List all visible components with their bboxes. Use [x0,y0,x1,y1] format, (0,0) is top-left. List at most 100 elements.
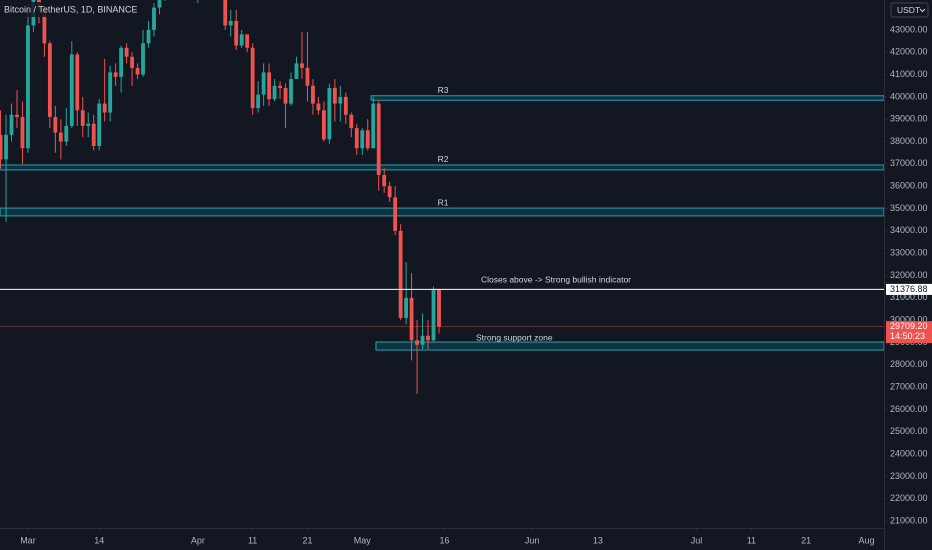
candle-body [332,87,337,104]
zone [375,341,884,351]
candle-body [124,47,129,57]
x-tick-label: Apr [191,535,205,545]
chart-title: Bitcoin / TetherUS, 1D, BINANCE [4,4,137,14]
candle-body [113,72,118,77]
y-tick-label: 25000.00 [890,426,928,436]
candle-body [146,29,151,44]
x-tick-label: Mar [20,535,36,545]
candle-body [245,34,250,48]
currency-button-box[interactable] [890,2,929,18]
x-tick-label: 14 [94,535,104,545]
candle-body [261,72,266,95]
candle-body [431,288,436,341]
candle-body [256,94,261,109]
candle-body [69,54,74,126]
candle-body [300,63,304,68]
y-tick-label: 35000.00 [890,203,928,213]
candle-body [20,116,25,149]
candle-body [327,87,332,140]
candle-body [47,43,52,117]
candle-body [135,67,140,75]
candle-body [420,335,425,345]
candle-body [393,197,398,231]
x-tick-label: Aug [858,535,874,545]
candle-body [387,186,392,198]
price-label: 29709.20 [890,321,928,331]
candle-body [371,103,376,149]
x-tick-label: Jul [691,535,703,545]
candle-body [360,130,365,149]
candle-body [415,340,419,345]
chevron-icon[interactable] [919,8,926,13]
candle-body [152,7,156,30]
y-tick-label: 42000.00 [890,47,928,57]
y-tick-label: 28000.00 [890,359,928,369]
axes: 21000.00 22000.00 23000.00 24000.00 25000.00… [20,24,932,545]
zone [370,95,884,101]
x-tick-label: May [354,535,372,545]
candle-body [86,123,91,126]
candle-body [239,34,244,46]
candle-body [228,20,233,26]
candle-body [338,96,343,104]
candle-body [58,132,63,142]
currency-label[interactable]: USDT [897,5,920,15]
zone-label: R2 [438,154,449,164]
y-tick-label: 43000.00 [890,24,928,34]
candle-body [382,175,387,187]
y-tick-label: 38000.00 [890,136,928,146]
y-tick-label: 21000.00 [890,515,928,525]
y-tick-label: 39000.00 [890,114,928,124]
candle-body [15,114,19,117]
candle-body [311,85,315,104]
candle-body [234,20,239,46]
candle-body [272,85,277,100]
candle-body [75,54,80,111]
title-backdrop [0,2,140,17]
plot-area: R3 R2 R1 Strong support zone Closes above ->… [0,0,884,394]
candle-body [289,79,293,104]
zone [0,164,884,171]
zone-label: R3 [438,85,449,95]
candle-body [283,87,288,104]
candle-body [321,110,326,140]
candle-body [267,72,272,100]
candle-body [398,230,403,318]
line-annotation: Closes above -> Strong bullish indicator [481,275,631,285]
candle-body [250,47,255,109]
candle-body [102,103,107,113]
countdown-label: 14:50:23 [890,331,925,341]
candle-body [294,63,299,80]
candle-body [26,25,30,149]
y-tick-label: 36000.00 [890,181,928,191]
candle-body [4,134,8,160]
y-tick-label: 33000.00 [890,248,928,258]
candle-body [42,9,47,44]
zone-label: R1 [438,197,449,207]
candle-body [426,335,430,341]
price-label-box [886,321,932,344]
candle-body [437,288,441,327]
candle-body [354,128,359,149]
x-tick-label: 16 [439,535,449,545]
currency-button[interactable]: USDT [890,2,929,18]
y-tick-label: 31000.00 [890,292,928,302]
x-tick-label: 21 [801,535,811,545]
y-tick-label: 23000.00 [890,471,928,481]
candle-body [0,134,3,160]
candle-body [157,0,162,8]
y-tick-label: 27000.00 [890,382,928,392]
x-tick-label: 11 [248,535,257,545]
y-tick-label: 26000.00 [890,404,928,414]
x-tick-label: 11 [747,535,756,545]
candle-body [9,114,14,135]
candle-body [119,47,124,77]
candle-body [141,43,145,75]
y-tick-label: 24000.00 [890,448,928,458]
candle-body [108,72,113,113]
x-tick-label: 21 [302,535,312,545]
candle-body [349,114,354,129]
zone [0,207,884,217]
